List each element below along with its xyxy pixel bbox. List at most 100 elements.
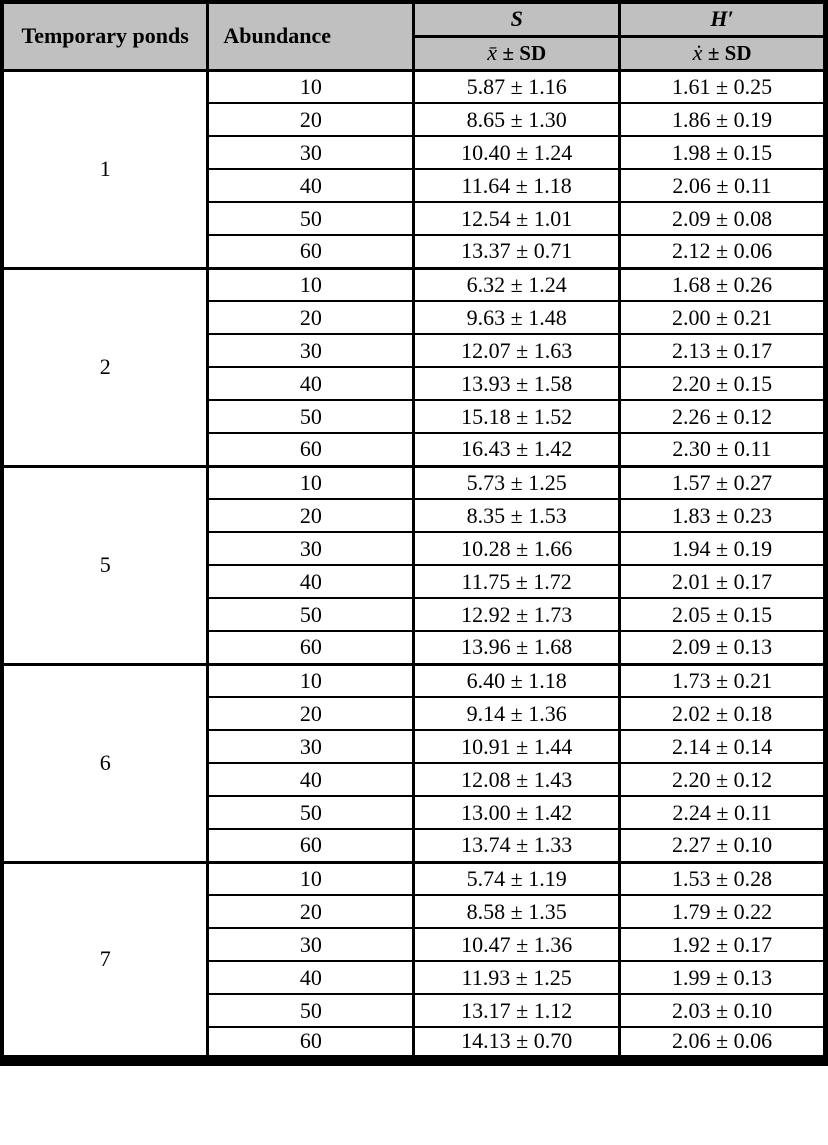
abundance-cell: 30 [206,333,416,367]
abundance-cell: 40 [206,762,416,796]
h-mean-symbol: ẋ [692,40,703,65]
abundance-cell: 10 [206,266,416,301]
h-value-cell: 1.94 ± 0.19 [618,531,827,565]
h-value-cell: 1.99 ± 0.13 [618,960,827,994]
table-row: 40 11.93 ± 1.25 1.99 ± 0.13 [2,960,827,994]
table-row: 60 13.96 ± 1.68 2.09 ± 0.13 [2,630,827,664]
abundance-cell: 20 [206,696,416,730]
ponds-diversity-table: Temporary ponds Abundance S H′ x̄ ± SD ẋ… [0,0,828,1066]
h-value-cell: 2.27 ± 0.10 [618,828,827,862]
pond-cell: 2 [0,266,210,466]
abundance-cell: 20 [206,102,416,136]
abundance-cell: 50 [206,795,416,829]
table-row: 60 13.74 ± 1.33 2.27 ± 0.10 [2,828,827,862]
s-value-cell: 13.93 ± 1.58 [412,366,622,400]
abundance-cell: 50 [206,201,416,235]
table-row: 30 10.40 ± 1.24 1.98 ± 0.15 [2,135,827,169]
h-plus-minus-sd-label: ± SD [707,41,752,65]
abundance-cell: 60 [206,828,416,862]
table-row: 30 10.47 ± 1.36 1.92 ± 0.17 [2,927,827,961]
h-value-cell: 2.06 ± 0.06 [618,1026,827,1060]
abundance-cell: 50 [206,399,416,433]
h-value-cell: 2.24 ± 0.11 [618,795,827,829]
s-value-cell: 5.73 ± 1.25 [412,464,622,499]
table-row: 1 10 5.87 ± 1.16 1.61 ± 0.25 [0,68,827,268]
s-value-cell: 13.74 ± 1.33 [412,828,622,862]
h-value-cell: 2.01 ± 0.17 [618,564,827,598]
h-value-cell: 1.92 ± 0.17 [618,927,827,961]
s-value-cell: 11.64 ± 1.18 [412,168,622,202]
header-species-richness-s: S [412,2,622,38]
s-value-cell: 5.87 ± 1.16 [412,68,622,103]
s-value-cell: 13.96 ± 1.68 [412,630,622,664]
s-value-cell: 14.13 ± 0.70 [412,1026,622,1060]
h-value-cell: 1.57 ± 0.27 [618,464,827,499]
s-value-cell: 12.92 ± 1.73 [412,597,622,631]
table-row: 20 8.58 ± 1.35 1.79 ± 0.22 [2,894,827,928]
table-row: 20 9.14 ± 1.36 2.02 ± 0.18 [2,696,827,730]
h-value-cell: 2.09 ± 0.13 [618,630,827,664]
table-row: 20 8.35 ± 1.53 1.83 ± 0.23 [2,498,827,532]
s-value-cell: 5.74 ± 1.19 [412,860,622,895]
table-row: 50 15.18 ± 1.52 2.26 ± 0.12 [2,399,827,433]
abundance-cell: 20 [206,498,416,532]
abundance-cell: 30 [206,729,416,763]
h-value-cell: 1.61 ± 0.25 [618,68,827,103]
s-mean-symbol: x̄ [487,40,497,65]
table-row: 30 12.07 ± 1.63 2.13 ± 0.17 [2,333,827,367]
s-value-cell: 10.28 ± 1.66 [412,531,622,565]
table-row: 40 12.08 ± 1.43 2.20 ± 0.12 [2,762,827,796]
table-row: 60 14.13 ± 0.70 2.06 ± 0.06 [2,1026,827,1060]
s-value-cell: 10.47 ± 1.36 [412,927,622,961]
abundance-cell: 30 [206,531,416,565]
s-value-cell: 11.75 ± 1.72 [412,564,622,598]
table-row: 50 12.54 ± 1.01 2.09 ± 0.08 [2,201,827,235]
h-value-cell: 1.79 ± 0.22 [618,894,827,928]
h-value-cell: 2.09 ± 0.08 [618,201,827,235]
abundance-cell: 40 [206,168,416,202]
s-value-cell: 10.40 ± 1.24 [412,135,622,169]
table-row: 50 13.00 ± 1.42 2.24 ± 0.11 [2,795,827,829]
h-value-cell: 2.00 ± 0.21 [618,300,827,334]
abundance-cell: 50 [206,993,416,1027]
h-value-cell: 2.05 ± 0.15 [618,597,827,631]
h-value-cell: 2.12 ± 0.06 [618,234,827,268]
abundance-cell: 40 [206,366,416,400]
table-row: 5 10 5.73 ± 1.25 1.57 ± 0.27 [0,464,827,664]
s-value-cell: 9.63 ± 1.48 [412,300,622,334]
s-value-cell: 13.37 ± 0.71 [412,234,622,268]
s-value-cell: 12.07 ± 1.63 [412,333,622,367]
s-value-cell: 8.35 ± 1.53 [412,498,622,532]
h-value-cell: 2.26 ± 0.12 [618,399,827,433]
table-row: 6 10 6.40 ± 1.18 1.73 ± 0.21 [0,662,827,862]
s-value-cell: 16.43 ± 1.42 [412,432,622,466]
abundance-cell: 10 [206,68,416,103]
abundance-cell: 10 [206,860,416,895]
abundance-cell: 60 [206,234,416,268]
h-value-cell: 1.53 ± 0.28 [618,860,827,895]
h-value-cell: 2.02 ± 0.18 [618,696,827,730]
table-row: 7 10 5.74 ± 1.19 1.53 ± 0.28 [0,860,827,1060]
table-row: 40 13.93 ± 1.58 2.20 ± 0.15 [2,366,827,400]
abundance-cell: 10 [206,464,416,499]
h-value-cell: 1.86 ± 0.19 [618,102,827,136]
table-header: Temporary ponds Abundance S H′ x̄ ± SD ẋ… [0,2,827,72]
h-value-cell: 2.14 ± 0.14 [618,729,827,763]
table-row: 40 11.64 ± 1.18 2.06 ± 0.11 [2,168,827,202]
table-row: 50 13.17 ± 1.12 2.03 ± 0.10 [2,993,827,1027]
h-value-cell: 1.68 ± 0.26 [618,266,827,301]
table-row: 60 13.37 ± 0.71 2.12 ± 0.06 [2,234,827,268]
h-value-cell: 2.06 ± 0.11 [618,168,827,202]
header-row-sub: x̄ ± SD ẋ ± SD [2,34,827,72]
table-row: 60 16.43 ± 1.42 2.30 ± 0.11 [2,432,827,466]
pond-cell: 6 [0,662,210,862]
abundance-cell: 20 [206,300,416,334]
header-temporary-ponds: Temporary ponds [0,2,210,72]
h-value-cell: 2.20 ± 0.15 [618,366,827,400]
s-value-cell: 15.18 ± 1.52 [412,399,622,433]
table-row: 20 9.63 ± 1.48 2.00 ± 0.21 [2,300,827,334]
s-value-cell: 9.14 ± 1.36 [412,696,622,730]
s-value-cell: 12.08 ± 1.43 [412,762,622,796]
abundance-cell: 20 [206,894,416,928]
abundance-cell: 40 [206,960,416,994]
